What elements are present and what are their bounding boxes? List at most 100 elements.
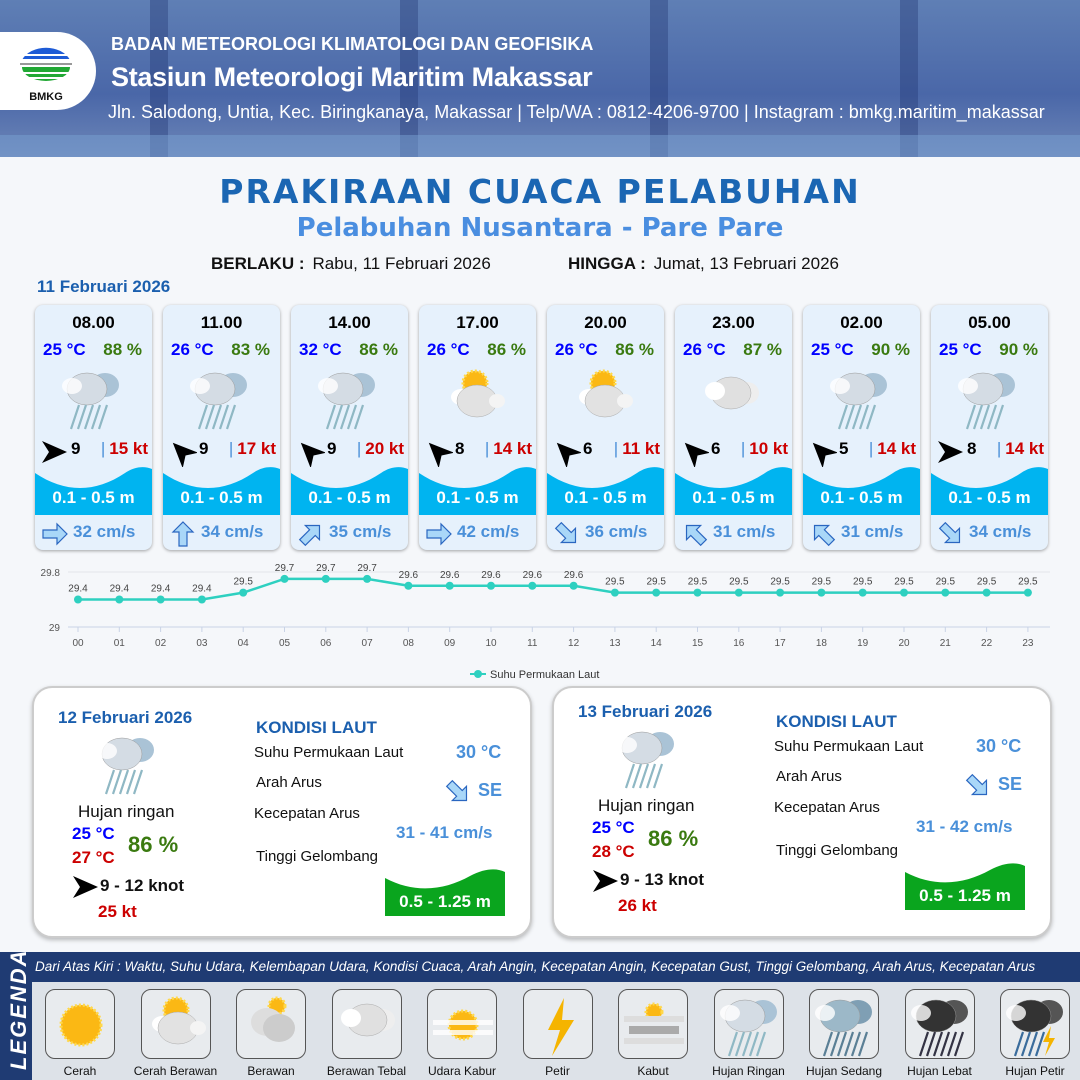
udara-kabur-icon	[427, 989, 497, 1059]
station-address: Jln. Salodong, Untia, Kec. Biringkanaya,…	[108, 102, 1045, 122]
x-tick: 09	[444, 638, 456, 649]
panel-date: 12 Februari 2026	[58, 708, 193, 727]
wave-shape	[385, 869, 505, 916]
wave-height: 0.1 - 0.5 m	[308, 488, 391, 507]
hujan-lebat-icon	[904, 989, 975, 1059]
data-point	[858, 588, 867, 597]
humidity: 86 %	[359, 340, 398, 359]
data-point	[652, 588, 661, 597]
x-tick: 07	[362, 638, 374, 649]
station-name: Stasiun Meteorologi Maritim Makassar	[111, 62, 593, 92]
current-direction-icon	[964, 772, 992, 805]
data-label: 29.6	[564, 570, 584, 581]
data-label: 29.5	[812, 577, 832, 588]
data-label: 29.4	[192, 584, 212, 595]
current-direction-icon	[809, 520, 837, 550]
data-label: 29.5	[894, 577, 914, 588]
hujan-ringan-icon	[185, 363, 255, 438]
valid-to: HINGGA : Jumat, 13 Februari 2026	[568, 254, 839, 273]
data-point	[487, 581, 495, 590]
legend-item-label: Udara Kabur	[427, 1064, 497, 1078]
data-label: 29.5	[605, 577, 625, 588]
page-title: PRAKIRAAN CUACA PELABUHAN	[219, 172, 861, 211]
forecast-card: 17.00 26 °C 86 % 8 | 14 kt 0.1 - 0.5 m 42…	[419, 305, 536, 550]
kabut-icon	[618, 989, 688, 1059]
sst-value: 30 °C	[976, 736, 1022, 756]
humidity: 86 %	[487, 340, 526, 359]
wind-speed: 9 - 12 knot	[100, 876, 185, 895]
data-label: 29.6	[440, 570, 460, 581]
wave-height: 0.1 - 0.5 m	[180, 488, 263, 507]
x-tick: 04	[238, 638, 250, 649]
humidity: 86 %	[128, 832, 179, 857]
legend-item-label: Cerah Berawan	[133, 1064, 218, 1078]
sea-temperature-chart: 29.8 29 00 29.4 01 29.4 02 29.4 03 29.4 04 29.5 05 29…	[41, 563, 1050, 681]
data-point	[693, 588, 702, 597]
wave-value: 0.5 - 1.25 m	[919, 886, 1011, 905]
data-label: 29.5	[977, 577, 997, 588]
data-label: 29.5	[853, 577, 873, 588]
current-direction-icon	[937, 520, 965, 550]
wave-shape	[291, 467, 408, 515]
petir-icon	[522, 989, 593, 1059]
humidity: 87 %	[743, 340, 782, 359]
hujan-ringan-icon	[713, 989, 784, 1059]
series-line	[78, 577, 1028, 601]
current-direction-icon	[553, 520, 581, 550]
wave-value: 0.5 - 1.25 m	[399, 892, 491, 911]
air-temperature: 32 °C	[299, 340, 342, 359]
current-speed-value: 31 - 41 cm/s	[396, 823, 493, 842]
berawan-icon	[236, 989, 306, 1059]
wave-height: 0.1 - 0.5 m	[948, 488, 1031, 507]
data-point	[363, 574, 372, 583]
cerah-berawan-icon	[569, 363, 639, 438]
wave-shape	[931, 467, 1048, 515]
wave-label: Tinggi Gelombang	[776, 842, 899, 859]
current-speed: 32 cm/s	[73, 522, 136, 541]
forecast-time: 05.00	[968, 313, 1011, 332]
current-speed: 42 cm/s	[457, 522, 520, 541]
data-point	[817, 588, 826, 597]
weather-label: Hujan ringan	[78, 802, 175, 821]
air-temperature: 25 °C	[939, 340, 982, 359]
forecast-time: 14.00	[328, 313, 371, 332]
x-tick: 06	[320, 638, 332, 649]
data-point	[321, 574, 330, 583]
min-temperature: 25 °C	[72, 824, 115, 843]
wind-direction-icon	[39, 437, 69, 472]
gust-speed: | 14 kt	[868, 439, 916, 458]
cerah-berawan-icon	[441, 363, 511, 438]
data-label: 29.7	[275, 563, 295, 574]
x-tick: 12	[568, 638, 580, 649]
sst-label: Suhu Permukaan Laut	[774, 738, 924, 755]
legend-item-label: Hujan Sedang	[805, 1064, 883, 1078]
x-tick: 00	[72, 638, 84, 649]
wind-speed: 9	[199, 439, 209, 458]
max-temperature: 27 °C	[72, 848, 115, 867]
current-direction-icon	[41, 520, 69, 550]
sea-condition-title: KONDISI LAUT	[256, 718, 377, 737]
legend-item-label: Hujan Petir	[1005, 1064, 1065, 1078]
hujan-sedang-icon	[809, 989, 879, 1059]
air-temperature: 25 °C	[811, 340, 854, 359]
legend-item-label: Berawan	[247, 1064, 295, 1078]
legend: LEGENDA Dari Atas Kiri : Waktu, Suhu Uda…	[0, 948, 1080, 1080]
hujan-ringan-icon	[612, 722, 682, 797]
forecast-time: 17.00	[456, 313, 499, 332]
humidity: 90 %	[999, 340, 1038, 359]
wind-direction-icon	[70, 872, 100, 907]
gust-speed: | 14 kt	[996, 439, 1044, 458]
data-label: 29.7	[316, 563, 336, 574]
forecast-card: 11.00 26 °C 83 % 9 | 17 kt 0.1 - 0.5 m 34…	[163, 305, 280, 550]
gust-speed: 25 kt	[98, 902, 137, 921]
data-point	[569, 581, 578, 590]
wave-shape	[803, 467, 920, 515]
legend-item-label: Kabut	[637, 1064, 669, 1078]
data-point	[404, 581, 413, 590]
day1-date: 11 Februari 2026	[37, 277, 171, 296]
air-temperature: 26 °C	[683, 340, 726, 359]
humidity: 88 %	[103, 340, 142, 359]
data-point	[610, 588, 619, 597]
current-direction-value: SE	[998, 774, 1023, 794]
forecast-card: 02.00 25 °C 90 % 5 | 14 kt 0.1 - 0.5 m 31…	[803, 305, 920, 550]
